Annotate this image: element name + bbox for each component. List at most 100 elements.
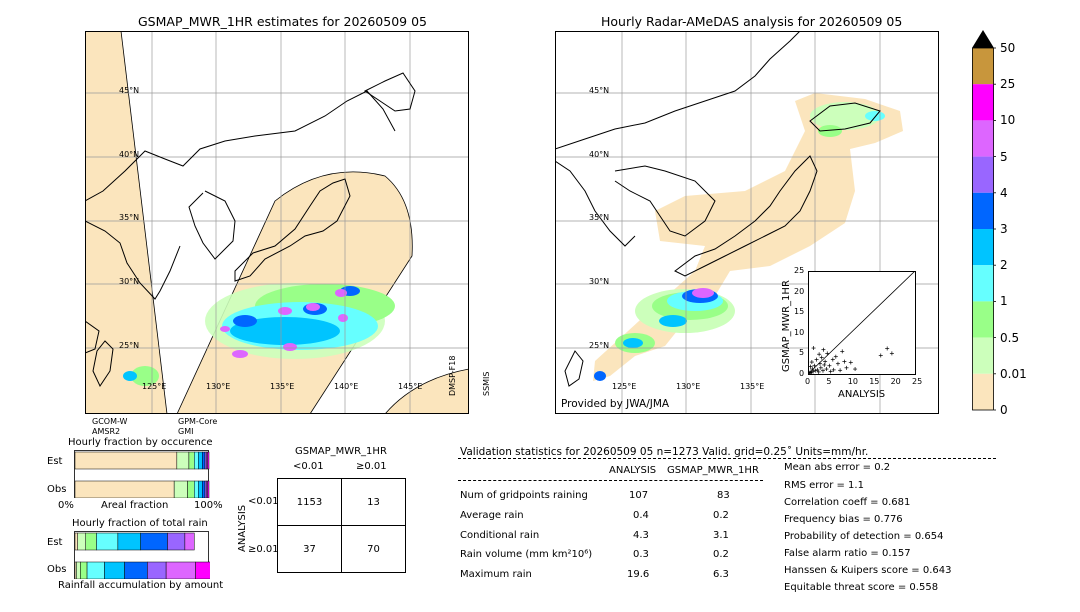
left-lon-label: 145°E <box>398 382 423 391</box>
colorbar-label: 4 <box>1000 185 1008 200</box>
scatter-point <box>844 365 849 370</box>
occurrence-title: Hourly fraction by occurence <box>68 437 213 448</box>
score-line: Frequency bias = 0.776 <box>784 514 903 525</box>
validation-header: Validation statistics for 20260509 05 n=… <box>460 446 869 458</box>
totalrain-bar-segment <box>104 561 125 579</box>
sensor-amsr2-label: AMSR2 <box>92 427 121 436</box>
occurrence-bar-segment <box>176 451 190 470</box>
sensor-gpm-label: GPM-Core <box>178 417 218 426</box>
scatter-y-tick: 20 <box>794 286 805 296</box>
scatter-x-tick: 0 <box>805 377 811 386</box>
occurrence-bar-segment <box>173 480 188 498</box>
contingency-col-header: <0.01 <box>293 461 324 472</box>
right-lat-label: 45°N <box>589 86 610 95</box>
colorbar-segment <box>972 192 994 229</box>
scatter-point <box>808 364 813 369</box>
score-line: False alarm ratio = 0.157 <box>784 548 911 559</box>
colorbar-label: 0.5 <box>1000 330 1020 345</box>
scatter-plot <box>808 271 916 375</box>
left-lat-label: 35°N <box>119 213 140 222</box>
left-map-title: GSMAP_MWR_1HR estimates for 20260509 05 <box>138 14 427 29</box>
sensor-gcom-label: GCOM-W <box>92 417 128 426</box>
totalrain-bar-segment <box>96 532 119 551</box>
scatter-point <box>814 357 819 362</box>
scatter-point <box>838 368 843 373</box>
totalrain-bar-segment <box>77 532 86 551</box>
totalrain-bar-segment <box>140 532 168 551</box>
scatter-point <box>840 349 845 354</box>
occurrence-est-label: Est <box>47 456 63 467</box>
colorbar-label: 25 <box>1000 77 1016 92</box>
scatter-point <box>816 369 821 374</box>
right-lat-label: 25°N <box>589 341 610 350</box>
scatter-background <box>808 271 916 375</box>
right-lon-label: 135°E <box>740 382 765 391</box>
scatter-point <box>878 353 883 358</box>
validation-row-analysis: 4.3 <box>633 530 649 541</box>
validation-row-label: Maximum rain <box>460 569 532 580</box>
scatter-y-tick: 5 <box>799 348 805 358</box>
occurrence-obs-label: Obs <box>47 484 67 495</box>
validation-row-analysis: 107 <box>629 490 649 501</box>
totalrain-bar-segment <box>76 561 81 579</box>
colorbar-label: 0.01 <box>1000 366 1027 381</box>
scatter-y-tick: 0 <box>799 369 805 378</box>
totalrain-bar-segment <box>147 561 167 579</box>
colorbar-segment <box>972 337 994 374</box>
occurrence-bars <box>74 450 210 498</box>
totalrain-bar-segment <box>80 561 88 579</box>
left-lon-label: 140°E <box>334 382 359 391</box>
score-line: Mean abs error = 0.2 <box>784 462 891 473</box>
occurrence-bar-segment <box>74 480 175 498</box>
left-lat-label: 25°N <box>119 341 140 350</box>
right-lat-label: 30°N <box>589 277 610 286</box>
contingency-cell: 13 <box>341 478 406 526</box>
scatter-point <box>833 354 838 359</box>
right-lat-label: 35°N <box>589 213 610 222</box>
validation-row-label: Average rain <box>460 510 524 521</box>
colorbar-extend-arrow <box>972 30 994 48</box>
colorbar-segment <box>972 301 994 338</box>
occurrence-bar-segment <box>207 451 210 470</box>
validation-row-gsmap: 0.2 <box>713 510 729 521</box>
scatter-point <box>848 360 853 365</box>
scatter-point <box>823 359 828 364</box>
scatter-diagonal <box>808 271 916 375</box>
scatter-point <box>822 362 827 367</box>
validation-row-analysis: 19.6 <box>627 569 650 580</box>
scatter-x-tick: 20 <box>890 377 901 386</box>
scatter-point <box>809 360 814 365</box>
sensor-dmsp-label: DMSP-F18 <box>448 355 457 396</box>
colorbar-frame <box>972 47 994 411</box>
totalrain-bar-segment <box>85 532 97 551</box>
scatter-point <box>820 368 825 373</box>
scatter-x-tick: 5 <box>826 377 832 386</box>
sensor-gmi-label: GMI <box>178 427 194 436</box>
scatter-point <box>817 361 822 366</box>
score-line: Correlation coeff = 0.681 <box>784 497 911 508</box>
colorbar-label: 10 <box>1000 113 1016 128</box>
totalrain-bar-segment <box>167 532 186 551</box>
contingency-col-header: ≥0.01 <box>356 461 387 472</box>
colorbar-segment <box>972 229 994 266</box>
sensor-ssmis-label: SSMIS <box>482 371 491 397</box>
colorbar <box>972 30 996 411</box>
scatter-point <box>824 367 829 372</box>
data-credit: Provided by JWA/JMA <box>561 398 670 410</box>
left-lat-label: 30°N <box>119 277 140 286</box>
contingency-row-header: ≥0.01 <box>248 544 279 555</box>
colorbar-segment <box>972 48 994 85</box>
scatter-point <box>885 346 890 351</box>
scatter-point <box>811 346 816 351</box>
scatter-point <box>827 363 832 368</box>
totalrain-bar-segment <box>74 532 78 551</box>
left-lat-label: 40°N <box>119 150 140 159</box>
occurrence-bar-segment <box>74 451 178 470</box>
occurrence-bar-segment <box>194 480 199 498</box>
contingency-cell: 1153 <box>277 478 342 526</box>
scatter-x-label: ANALYSIS <box>838 389 886 400</box>
scatter-point <box>830 357 835 362</box>
scatter-point <box>813 368 818 373</box>
right-lon-label: 125°E <box>612 382 637 391</box>
occurrence-bar-segment <box>194 451 199 470</box>
